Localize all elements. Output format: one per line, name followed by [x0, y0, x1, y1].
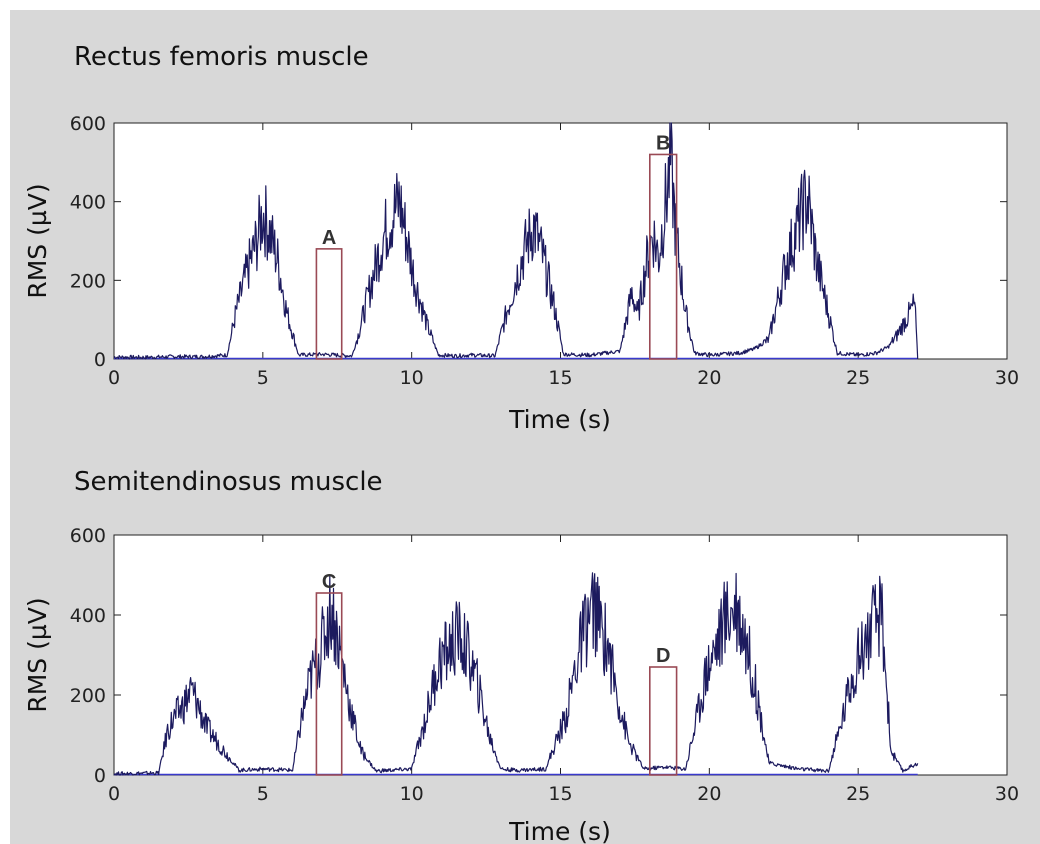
rectus-femoris-x-tick-label: 20	[697, 367, 721, 389]
semitendinosus-x-tick-label: 0	[108, 783, 120, 805]
rectus-femoris-x-tick-label: 30	[995, 367, 1019, 389]
semitendinosus-y-tick-label: 0	[94, 765, 106, 787]
rectus-femoris-x-tick-label: 25	[846, 367, 870, 389]
figure: Rectus femoris muscle 0 5 10 15 20 25 30 0 200 40…	[10, 10, 1040, 844]
semitendinosus-x-axis-label: Time (s)	[508, 817, 611, 844]
semitendinosus-rms-signal	[113, 572, 919, 776]
roi-label-a: A	[322, 227, 336, 249]
rectus-femoris-x-tick-label: 5	[257, 367, 269, 389]
rectus-femoris-rms-signal	[113, 122, 919, 360]
semitendinosus-y-tick-label: 200	[70, 685, 106, 707]
rectus-femoris-plot-area	[113, 122, 1008, 360]
rectus-femoris-y-tick-label: 600	[70, 113, 106, 135]
semitendinosus-x-tick-label: 5	[257, 783, 269, 805]
semitendinosus-y-tick-label: 400	[70, 605, 106, 627]
rectus-femoris-y-axis-label: RMS (µV)	[23, 183, 52, 298]
rectus-femoris-x-tick-label: 10	[400, 367, 424, 389]
rectus-femoris-panel: Rectus femoris muscle 0 5 10 15 20 25 30 0 200 40…	[23, 42, 1019, 434]
rectus-femoris-x-tick-label: 15	[548, 367, 572, 389]
semitendinosus-y-tick-label: 600	[70, 525, 106, 547]
roi-label-b: B	[656, 132, 670, 154]
roi-box-d	[648, 666, 678, 776]
roi-box-c	[315, 592, 343, 776]
semitendinosus-x-tick-label: 30	[995, 783, 1019, 805]
rectus-femoris-x-axis-label: Time (s)	[508, 405, 611, 434]
emg-figure-svg: Rectus femoris muscle 0 5 10 15 20 25 30020040…	[23, 42, 1019, 844]
semitendinosus-x-tick-label: 10	[400, 783, 424, 805]
rectus-femoris-y-tick-label: 200	[70, 270, 106, 292]
semitendinosus-y-axis-label: RMS (µV)	[23, 597, 52, 712]
rectus-femoris-x-tick-label: 0	[108, 367, 120, 389]
semitendinosus-x-tick-label: 20	[697, 783, 721, 805]
semitendinosus-x-tick-label: 15	[548, 783, 572, 805]
roi-label-c: C	[322, 571, 336, 593]
rectus-femoris-y-tick-label: 400	[70, 192, 106, 214]
roi-box-a	[315, 248, 343, 360]
semitendinosus-title: Semitendinosus muscle	[74, 467, 383, 497]
semitendinosus-panel: Semitendinosus muscle 0 5 10 15 20 25 30 0 200 40…	[23, 467, 1019, 844]
roi-label-d: D	[656, 645, 670, 667]
semitendinosus-x-tick-label: 25	[846, 783, 870, 805]
rectus-femoris-title: Rectus femoris muscle	[74, 42, 369, 72]
rectus-femoris-y-tick-label: 0	[94, 349, 106, 371]
roi-box-b	[648, 153, 678, 360]
